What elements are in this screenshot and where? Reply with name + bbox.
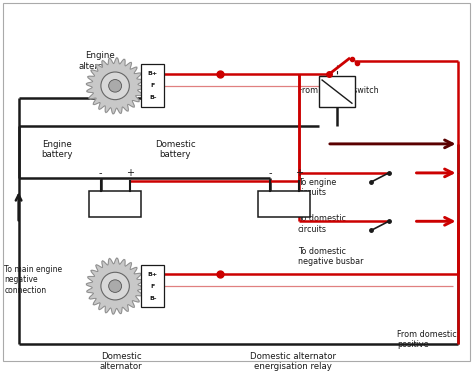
- Text: B-: B-: [149, 295, 156, 301]
- Text: To domestic
negative busbar: To domestic negative busbar: [298, 247, 364, 266]
- Bar: [258, 191, 310, 217]
- Circle shape: [109, 280, 122, 292]
- Polygon shape: [86, 58, 144, 114]
- Circle shape: [101, 72, 129, 100]
- Text: To engine
circuits: To engine circuits: [298, 178, 336, 197]
- Text: To domestic
circuits: To domestic circuits: [298, 214, 346, 234]
- Text: +: +: [295, 168, 303, 178]
- Text: -: -: [99, 168, 102, 178]
- Text: To main engine
negative
connection: To main engine negative connection: [4, 265, 63, 295]
- Circle shape: [101, 272, 129, 300]
- Text: F: F: [151, 283, 155, 289]
- Text: Master
switches: Master switches: [265, 193, 301, 212]
- Bar: [89, 191, 141, 217]
- Bar: [141, 64, 164, 107]
- Text: B-: B-: [149, 95, 156, 100]
- Text: Domestic alternator
energisation relay: Domestic alternator energisation relay: [250, 352, 336, 371]
- Text: From domestic
positive: From domestic positive: [397, 330, 456, 349]
- Text: F: F: [151, 83, 155, 88]
- Polygon shape: [86, 258, 144, 314]
- Text: Domestic
battery: Domestic battery: [155, 140, 195, 159]
- Bar: [319, 76, 355, 107]
- Bar: [141, 265, 164, 307]
- Text: From ignition switch: From ignition switch: [298, 86, 378, 95]
- Text: B+: B+: [147, 272, 158, 277]
- Text: B+: B+: [147, 71, 158, 76]
- Text: Engine
alternator: Engine alternator: [78, 51, 121, 71]
- Circle shape: [109, 80, 122, 92]
- Text: -: -: [268, 168, 272, 178]
- Text: +: +: [126, 168, 134, 178]
- Text: Domestic
alternator: Domestic alternator: [100, 352, 142, 371]
- Text: Engine
battery: Engine battery: [42, 140, 73, 159]
